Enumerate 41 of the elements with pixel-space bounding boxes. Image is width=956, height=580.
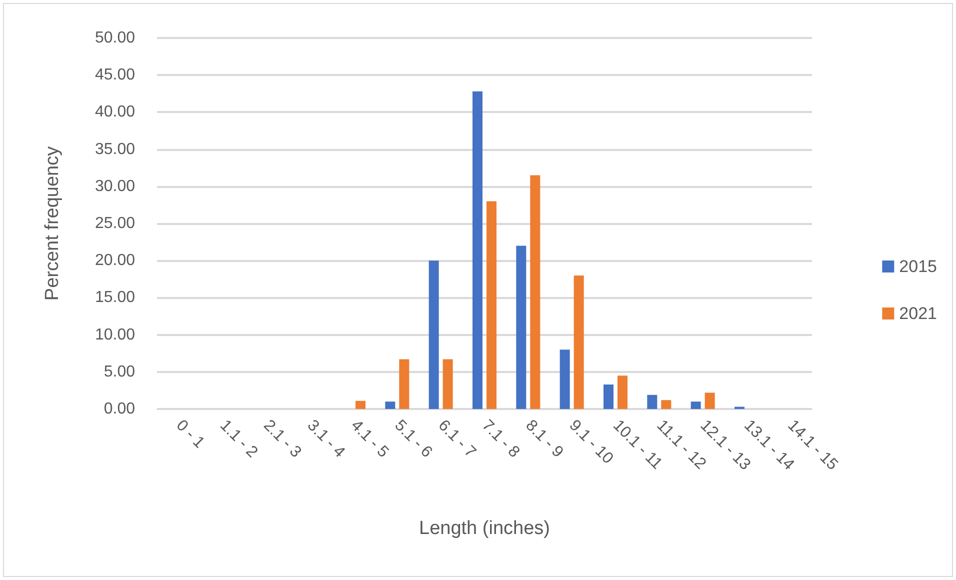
x-tick-label: 5.1 - 6 bbox=[391, 416, 436, 462]
x-tick-label: 3.1 - 4 bbox=[304, 416, 348, 462]
y-tick-label: 10.00 bbox=[94, 326, 136, 344]
bar bbox=[647, 394, 658, 409]
bar bbox=[560, 350, 570, 409]
bar bbox=[704, 392, 715, 409]
x-tick-label: 4.1 - 5 bbox=[347, 416, 392, 462]
bar bbox=[661, 400, 672, 409]
y-axis-title: Percent frequency bbox=[42, 146, 63, 301]
bar bbox=[618, 376, 628, 409]
bar bbox=[442, 359, 453, 409]
bar bbox=[690, 402, 701, 409]
bar bbox=[604, 384, 614, 409]
x-tick-label: 8.1 - 9 bbox=[522, 416, 566, 462]
legend-label: 2015 bbox=[899, 257, 938, 276]
x-tick-label: 0 - 1 bbox=[172, 416, 208, 452]
y-tick-label: 35.00 bbox=[94, 140, 136, 158]
bar bbox=[385, 402, 396, 409]
x-tick-label: 1.1 - 2 bbox=[216, 416, 261, 462]
bar bbox=[428, 260, 439, 409]
y-tick-label: 30.00 bbox=[94, 178, 136, 195]
y-tick-label: 15.00 bbox=[94, 289, 136, 306]
x-tick-label: 7.1 - 8 bbox=[478, 416, 523, 462]
bar bbox=[530, 175, 540, 409]
y-tick-label: 5.00 bbox=[104, 363, 136, 380]
y-tick-label: 40.00 bbox=[94, 104, 136, 121]
bar bbox=[516, 246, 526, 409]
bar bbox=[486, 201, 496, 409]
y-tick-label: 45.00 bbox=[94, 66, 136, 84]
y-tick-label: 20.00 bbox=[94, 252, 136, 270]
bar bbox=[356, 400, 366, 409]
bar bbox=[399, 359, 410, 409]
y-tick-label: 0.00 bbox=[104, 400, 136, 418]
y-tick-label: 50.00 bbox=[94, 30, 136, 46]
x-tick-label: 6.1 - 7 bbox=[434, 416, 479, 462]
legend-label: 2021 bbox=[899, 304, 938, 323]
bar bbox=[574, 275, 584, 409]
x-axis-title: Length (inches) bbox=[419, 518, 550, 539]
x-tick-label: 2.1 - 3 bbox=[260, 416, 304, 462]
bar bbox=[472, 91, 482, 409]
y-tick-label: 25.00 bbox=[94, 215, 136, 232]
